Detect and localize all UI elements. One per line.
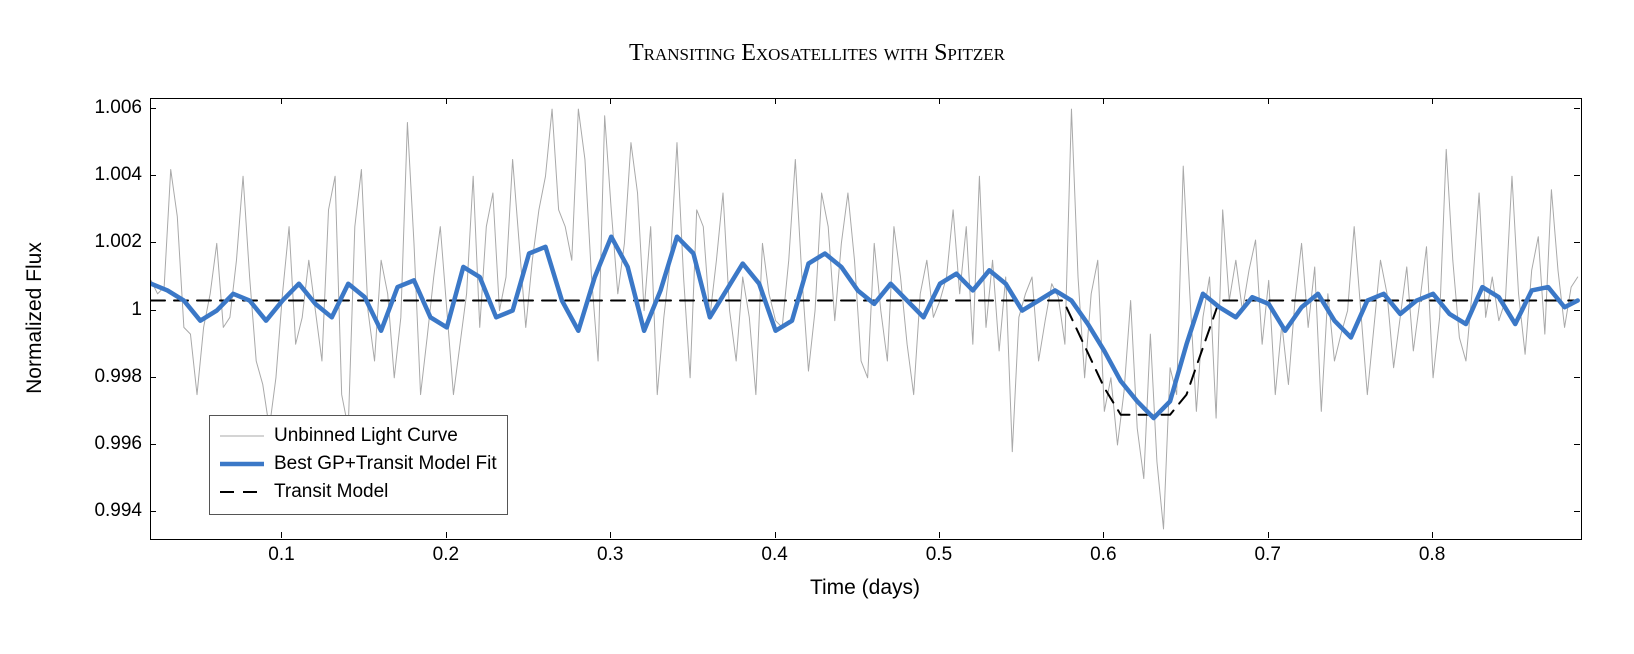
- ytick-label: 1.002: [94, 231, 142, 253]
- legend: Unbinned Light Curve Best GP+Transit Mode…: [209, 415, 508, 515]
- xtick-label: 0.1: [268, 544, 294, 566]
- xtick-label: 0.8: [1419, 544, 1445, 566]
- legend-swatch: [220, 482, 264, 502]
- legend-item: Unbinned Light Curve: [220, 422, 497, 450]
- xtick-label: 0.5: [926, 544, 952, 566]
- ytick-label: 1.006: [94, 97, 142, 119]
- legend-item: Transit Model: [220, 478, 497, 506]
- xtick-label: 0.7: [1254, 544, 1280, 566]
- legend-swatch: [220, 426, 264, 446]
- page-title: Transiting Exosatellites with Spitzer: [0, 40, 1634, 67]
- ytick-label: 0.996: [94, 433, 142, 455]
- xtick-label: 0.2: [433, 544, 459, 566]
- chart-container: Transiting Exosatellites with Spitzer No…: [0, 0, 1634, 654]
- legend-label: Best GP+Transit Model Fit: [274, 453, 497, 475]
- xtick-label: 0.3: [597, 544, 623, 566]
- ytick-label: 0.998: [94, 366, 142, 388]
- ytick-label: 1: [131, 299, 142, 321]
- y-axis-label: Normalized Flux: [23, 242, 47, 394]
- plot-area: Unbinned Light Curve Best GP+Transit Mode…: [150, 98, 1582, 540]
- legend-item: Best GP+Transit Model Fit: [220, 450, 497, 478]
- xtick-label: 0.4: [761, 544, 787, 566]
- legend-swatch: [220, 454, 264, 474]
- legend-label: Transit Model: [274, 481, 388, 503]
- legend-label: Unbinned Light Curve: [274, 425, 458, 447]
- x-axis-label: Time (days): [810, 576, 920, 600]
- ytick-label: 0.994: [94, 500, 142, 522]
- xtick-label: 0.6: [1090, 544, 1116, 566]
- ytick-label: 1.004: [94, 164, 142, 186]
